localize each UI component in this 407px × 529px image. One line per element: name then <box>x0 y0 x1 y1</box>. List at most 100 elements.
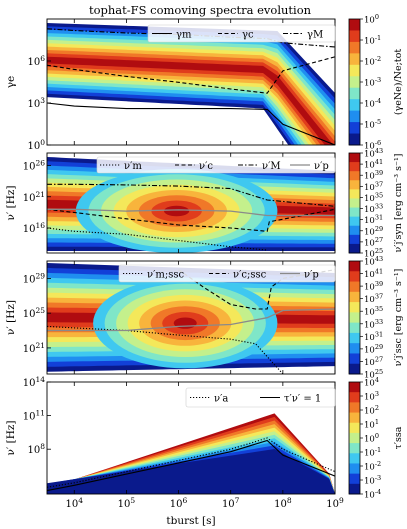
legend-label: ν′p <box>304 270 319 281</box>
colorbar-tick-label: 100 <box>364 432 379 445</box>
series-line-3 <box>47 183 335 207</box>
colorbar-swatch <box>349 432 360 444</box>
y-tick-label: 1025 <box>23 306 46 320</box>
colorbar-swatch <box>349 363 360 375</box>
x-tick-label: 104 <box>66 496 84 510</box>
colorbar-tick-label: 1029 <box>364 343 383 356</box>
colorbar-tick-label: 10-4 <box>364 488 381 501</box>
colorbar-tick-label: 10-2 <box>364 55 381 68</box>
colorbar-tick-label: 104 <box>364 376 379 389</box>
y-tick-label: 1029 <box>23 271 46 285</box>
colorbar-tick-label: 100 <box>364 13 379 26</box>
colorbar-swatch <box>349 353 360 365</box>
colorbar-swatch <box>349 53 360 66</box>
x-tick-label: 106 <box>170 496 188 510</box>
legend-label: ν′m;ssc <box>147 270 184 281</box>
x-tick-label: 107 <box>222 496 240 510</box>
colorbar-tick-label: 1039 <box>364 280 383 293</box>
colorbar-tick-label: 1037 <box>364 180 383 193</box>
y-axis-label: γe <box>5 76 17 89</box>
colorbar-swatch <box>349 41 360 54</box>
colorbar-tick-label: 1035 <box>364 305 383 318</box>
series-line-2 <box>47 208 335 232</box>
colorbar-swatch <box>349 422 360 434</box>
panel-1: 100 103 106 γe γm γc γM 100 10-1 10-2 10-3 10-4 10-5… <box>5 13 404 152</box>
y-tick-label: 1021 <box>23 341 45 355</box>
series-line-1 <box>47 325 284 374</box>
colorbar-swatch <box>349 281 360 293</box>
plot-frame <box>46 260 336 375</box>
x-tick-label: 109 <box>326 496 344 510</box>
colorbar-swatch <box>349 443 360 454</box>
legend-label: γM <box>307 30 323 41</box>
series-line-1 <box>47 227 268 251</box>
legend-label: ν′c <box>199 161 213 172</box>
y-tick-label: 1021 <box>23 190 45 204</box>
y-tick-label: 106 <box>27 54 45 68</box>
colorbar-swatch <box>349 64 360 77</box>
colorbar-swatch <box>349 291 360 303</box>
colorbar-swatch <box>349 171 360 181</box>
series-line-2 <box>47 56 335 94</box>
colorbar-swatch <box>349 243 360 254</box>
colorbar-label: (γeNe)/Ne;tot <box>393 49 404 116</box>
y-tick-label: 100 <box>27 138 45 152</box>
colorbar-swatch <box>349 133 360 146</box>
legend-label: ν′c;ssc <box>233 270 267 281</box>
colorbar-swatch <box>349 302 360 313</box>
colorbar-swatch <box>349 453 360 464</box>
colorbar-swatch <box>349 412 360 424</box>
colorbar-label: ν′j′ssc [erg cm⁻³ s⁻¹] <box>393 269 404 367</box>
plot-frame <box>46 18 336 146</box>
colorbar-tick-label: 101 <box>364 418 379 431</box>
colorbar-swatch <box>349 261 360 272</box>
x-axis-label: tburst [s] <box>166 515 215 527</box>
colorbar-swatch <box>349 392 360 403</box>
colorbar-tick-label: 1025 <box>364 247 383 260</box>
y-tick-label: 103 <box>27 96 45 110</box>
colorbar-label: τ′ssa <box>393 426 404 449</box>
y-tick-label: 1011 <box>23 409 45 423</box>
colorbar-tick-label: 10-1 <box>364 34 381 47</box>
legend-label: γc <box>242 30 254 41</box>
colorbar-tick-label: 10-2 <box>364 460 381 473</box>
colorbar-swatch <box>349 76 360 89</box>
legend-label: ν′m <box>124 161 142 172</box>
heatmap-area-2 <box>47 153 335 253</box>
y-tick-label: 1026 <box>23 159 46 173</box>
legend-box <box>118 264 336 283</box>
figure-title: tophat-FS comoving spectra evolution <box>89 3 312 17</box>
colorbar-tick-label: 1043 <box>364 255 383 268</box>
colorbar-frame <box>348 260 361 375</box>
colorbar-swatch <box>349 122 360 135</box>
legend-box <box>147 24 336 43</box>
panel-3: 1021 1025 1029 ν′ [Hz] ν′m;ssc ν′c;ssc ν′p 1043… <box>5 255 404 381</box>
colorbar-tick-label: 10-4 <box>364 97 381 110</box>
colorbar-tick-label: 10-1 <box>364 446 381 459</box>
colorbar-swatch <box>349 19 360 31</box>
legend-label: γm <box>176 30 192 41</box>
colorbar-tick-label: 1043 <box>364 147 383 160</box>
x-tick-label: 105 <box>118 496 136 510</box>
colorbar-tick-label: 1041 <box>364 268 383 281</box>
y-axis-label: ν′ [Hz] <box>5 421 17 456</box>
colorbar-swatch <box>349 463 360 475</box>
colorbar-frame <box>348 152 361 254</box>
colorbar-tick-label: 1029 <box>364 225 383 238</box>
y-tick-label: 1014 <box>23 375 46 389</box>
colorbar-swatch <box>349 271 360 283</box>
colorbar-tick-label: 1039 <box>364 169 383 182</box>
colorbar-tick-label: 1027 <box>364 236 383 249</box>
colorbar-swatch <box>349 483 360 495</box>
colorbar-swatch <box>349 207 360 218</box>
colorbar-swatch <box>349 473 360 485</box>
series-line-1 <box>47 102 335 145</box>
colorbar-tick-label: 1027 <box>364 355 383 368</box>
plot-frame <box>46 381 336 495</box>
colorbar-swatch <box>349 162 360 172</box>
colorbar-swatch <box>349 216 360 227</box>
colorbar: 1043104110391037103510331031102910271025… <box>348 147 404 260</box>
legend-label: ν′a <box>214 394 228 405</box>
